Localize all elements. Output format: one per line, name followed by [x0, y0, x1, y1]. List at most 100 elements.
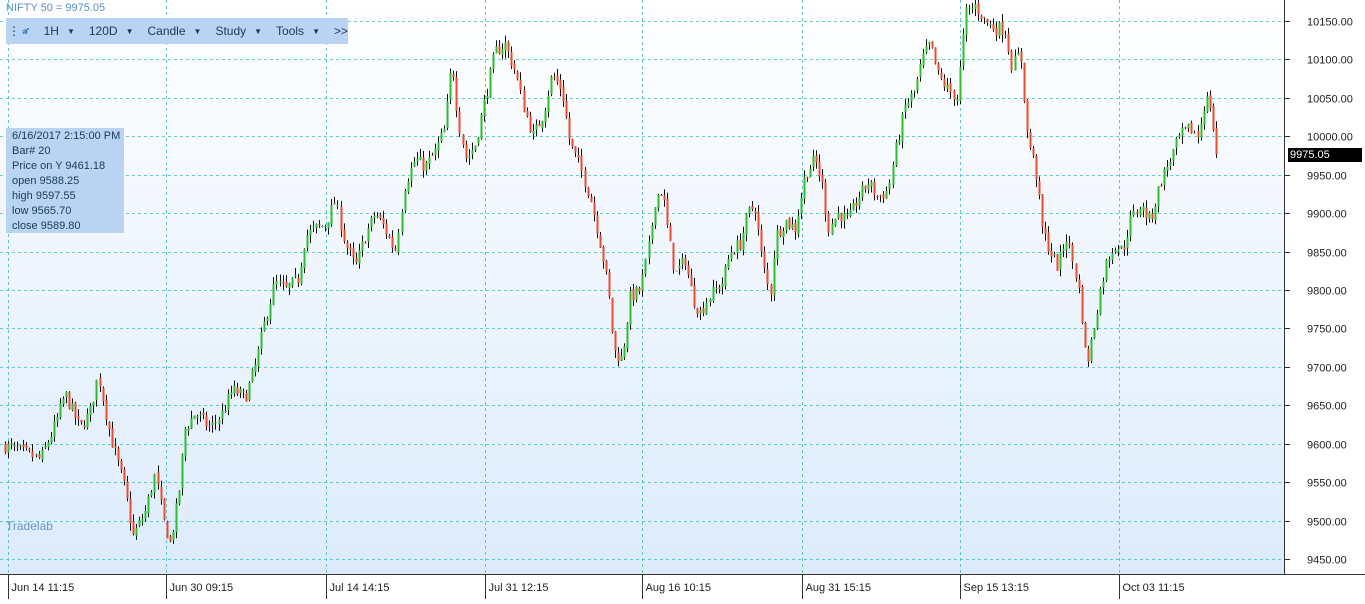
candle-body[interactable] — [644, 258, 647, 275]
candle-body[interactable] — [1157, 186, 1160, 207]
candle-body[interactable] — [1071, 244, 1074, 262]
candle-body[interactable] — [672, 242, 675, 270]
study-dropdown[interactable]: Study ▼ — [215, 24, 262, 38]
candle-body[interactable] — [849, 209, 852, 217]
candle-body[interactable] — [269, 303, 272, 320]
candle-body[interactable] — [681, 257, 684, 265]
candle-body[interactable] — [288, 283, 291, 288]
candle-body[interactable] — [138, 520, 141, 526]
candle-body[interactable] — [635, 286, 638, 300]
candle-body[interactable] — [1007, 33, 1010, 52]
candle-body[interactable] — [1151, 213, 1154, 219]
candle-body[interactable] — [346, 242, 349, 249]
candle-body[interactable] — [1023, 62, 1026, 102]
candle-body[interactable] — [59, 403, 62, 418]
candle-body[interactable] — [745, 214, 748, 235]
candle-body[interactable] — [580, 155, 583, 171]
candle-body[interactable] — [724, 266, 727, 286]
candle-body[interactable] — [538, 123, 541, 127]
candle-body[interactable] — [53, 421, 56, 437]
candle-body[interactable] — [279, 281, 282, 283]
candle-body[interactable] — [626, 323, 629, 349]
candle-body[interactable] — [462, 134, 465, 146]
candle-body[interactable] — [401, 212, 404, 232]
candle-body[interactable] — [535, 124, 538, 130]
candle-body[interactable] — [989, 23, 992, 25]
candle-body[interactable] — [946, 84, 949, 89]
candle-body[interactable] — [254, 364, 257, 372]
candle-body[interactable] — [455, 77, 458, 111]
candle-body[interactable] — [242, 390, 245, 392]
candle-body[interactable] — [184, 428, 187, 457]
candle-body[interactable] — [68, 392, 71, 409]
candle-body[interactable] — [199, 414, 202, 416]
candle-body[interactable] — [376, 216, 379, 218]
candle-body[interactable] — [1056, 254, 1059, 271]
candle-body[interactable] — [22, 444, 25, 447]
candle-body[interactable] — [602, 246, 605, 262]
candle-body[interactable] — [1123, 247, 1126, 251]
candle-body[interactable] — [318, 224, 321, 226]
candle-body[interactable] — [565, 100, 568, 118]
candle-body[interactable] — [779, 229, 782, 236]
candle-body[interactable] — [1166, 166, 1169, 171]
candle-body[interactable] — [827, 213, 830, 233]
candle-body[interactable] — [312, 226, 315, 228]
candle-body[interactable] — [452, 74, 455, 78]
candle-body[interactable] — [876, 196, 879, 198]
candle-body[interactable] — [523, 89, 526, 113]
candle-body[interactable] — [92, 401, 95, 406]
candle-body[interactable] — [852, 202, 855, 211]
candle-body[interactable] — [766, 269, 769, 285]
candle-body[interactable] — [605, 261, 608, 272]
candle-body[interactable] — [47, 442, 50, 448]
candle-body[interactable] — [419, 156, 422, 160]
candle-body[interactable] — [992, 23, 995, 31]
candle-body[interactable] — [587, 187, 590, 196]
candle-body[interactable] — [397, 232, 400, 253]
candle-body[interactable] — [611, 297, 614, 332]
candle-body[interactable] — [898, 140, 901, 143]
candle-body[interactable] — [1190, 122, 1193, 134]
candle-body[interactable] — [123, 469, 126, 481]
candle-body[interactable] — [425, 162, 428, 171]
candle-body[interactable] — [233, 385, 236, 394]
candle-body[interactable] — [50, 436, 53, 443]
candle-body[interactable] — [867, 184, 870, 190]
candle-body[interactable] — [38, 454, 41, 458]
candle-body[interactable] — [693, 285, 696, 307]
candle-body[interactable] — [1020, 51, 1023, 62]
candle-body[interactable] — [1203, 110, 1206, 125]
candle-body[interactable] — [108, 422, 111, 430]
candle-body[interactable] — [1053, 254, 1056, 256]
candle-body[interactable] — [468, 155, 471, 158]
candle-body[interactable] — [394, 248, 397, 251]
candle-body[interactable] — [913, 90, 916, 92]
candle-body[interactable] — [4, 443, 7, 453]
candle-body[interactable] — [846, 214, 849, 216]
candle-body[interactable] — [571, 138, 574, 147]
candle-body[interactable] — [675, 270, 678, 272]
candle-body[interactable] — [105, 400, 108, 420]
candle-body[interactable] — [937, 63, 940, 71]
candle-body[interactable] — [596, 215, 599, 234]
candle-body[interactable] — [1029, 132, 1032, 148]
candle-body[interactable] — [901, 114, 904, 142]
candlestick-plot[interactable] — [0, 0, 1284, 574]
candle-body[interactable] — [285, 281, 288, 287]
candle-body[interactable] — [943, 78, 946, 88]
candle-body[interactable] — [776, 230, 779, 260]
candle-body[interactable] — [953, 90, 956, 100]
candle-body[interactable] — [443, 128, 446, 133]
candle-body[interactable] — [879, 195, 882, 197]
candle-body[interactable] — [132, 521, 135, 534]
candle-body[interactable] — [446, 101, 449, 128]
candle-body[interactable] — [544, 110, 547, 123]
candle-body[interactable] — [1041, 194, 1044, 227]
candle-body[interactable] — [959, 67, 962, 101]
candle-body[interactable] — [1117, 249, 1120, 252]
candle-body[interactable] — [330, 204, 333, 225]
candle-body[interactable] — [620, 355, 623, 361]
candle-body[interactable] — [248, 382, 251, 400]
candle-body[interactable] — [940, 72, 943, 79]
